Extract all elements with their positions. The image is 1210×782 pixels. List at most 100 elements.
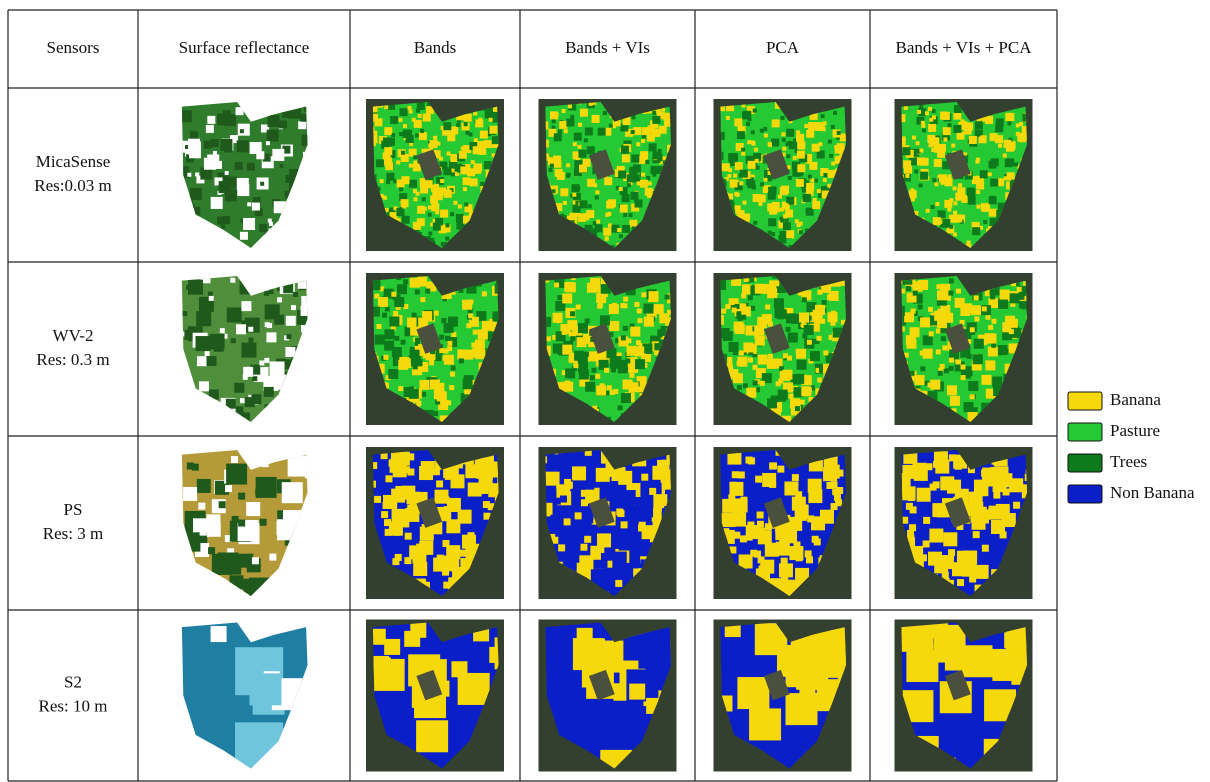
map-patch — [743, 342, 753, 352]
map-patch — [652, 466, 666, 480]
map-patch — [272, 149, 284, 161]
map-patch — [953, 186, 957, 190]
map-patch — [298, 121, 306, 129]
map-patch — [269, 229, 281, 241]
map-patch — [183, 487, 197, 501]
map-patch — [779, 537, 786, 544]
map-patch — [444, 190, 452, 198]
map-patch — [298, 172, 302, 176]
map-patch — [933, 217, 941, 225]
map-patch — [917, 110, 921, 114]
map-patch — [941, 177, 949, 185]
map-patch — [639, 522, 646, 529]
map-patch — [277, 762, 293, 778]
map-patch — [652, 116, 660, 124]
map-patch — [974, 482, 988, 496]
map-patch — [296, 734, 328, 766]
map-patch — [586, 516, 593, 523]
map-patch — [241, 188, 249, 196]
map-patch — [990, 294, 995, 299]
map-patch — [564, 129, 568, 133]
map-patch — [458, 204, 462, 208]
map-patch — [817, 189, 821, 193]
column-header: Bands + VIs + PCA — [896, 38, 1033, 57]
map-patch — [597, 304, 602, 309]
map-patch — [817, 378, 822, 383]
map-patch — [623, 380, 628, 385]
map-patch — [972, 227, 980, 235]
map-patch — [634, 302, 639, 307]
map-patch — [804, 325, 814, 335]
map-patch — [491, 425, 501, 435]
map-patch — [271, 100, 283, 112]
map-patch — [837, 131, 841, 135]
map-image — [366, 99, 512, 259]
map-patch — [747, 180, 755, 188]
map-patch — [786, 230, 794, 238]
map-patch — [768, 218, 776, 226]
map-patch — [408, 106, 412, 110]
map-patch — [416, 720, 448, 752]
map-patch — [799, 230, 803, 234]
map-patch — [443, 167, 451, 175]
map-patch — [758, 530, 772, 544]
map-patch — [211, 139, 219, 147]
map-patch — [442, 569, 449, 576]
map-patch — [748, 295, 753, 300]
map-patch — [1032, 205, 1036, 209]
map-patch — [235, 162, 243, 170]
map-patch — [204, 141, 212, 149]
map-patch — [268, 219, 272, 223]
map-patch — [755, 476, 762, 483]
map-patch — [748, 251, 756, 259]
map-patch — [385, 529, 392, 536]
map-patch — [948, 291, 953, 296]
map-patch — [1003, 140, 1011, 148]
map-patch — [566, 119, 574, 127]
map-patch — [734, 192, 738, 196]
map-patch — [210, 334, 225, 349]
map-patch — [410, 622, 426, 638]
map-patch — [636, 340, 641, 345]
map-patch — [975, 565, 989, 579]
map-patch — [289, 364, 304, 379]
map-image — [366, 273, 514, 435]
map-patch — [475, 119, 483, 127]
sensor-name: S2 — [64, 672, 82, 691]
map-patch — [428, 213, 432, 217]
map-patch — [376, 324, 381, 329]
map-patch — [625, 499, 632, 506]
map-patch — [220, 139, 232, 151]
map-patch — [906, 286, 911, 291]
map-patch — [736, 311, 741, 316]
map-patch — [920, 317, 930, 327]
map-patch — [776, 381, 781, 386]
map-patch — [287, 247, 299, 259]
map-patch — [951, 144, 955, 148]
map-patch — [611, 357, 621, 367]
map-patch — [411, 356, 421, 366]
map-patch — [566, 282, 576, 292]
map-patch — [998, 345, 1008, 355]
map-patch — [610, 390, 615, 395]
map-patch — [768, 192, 776, 200]
map-patch — [550, 164, 554, 168]
map-patch — [630, 327, 640, 337]
map-patch — [850, 275, 860, 285]
map-patch — [588, 204, 592, 208]
map-patch — [399, 357, 409, 367]
map-patch — [612, 303, 617, 308]
map-patch — [814, 538, 821, 545]
map-patch — [301, 306, 311, 316]
map-patch — [437, 555, 444, 562]
map-patch — [251, 101, 259, 109]
column-header: Sensors — [47, 38, 100, 57]
map-patch — [190, 131, 198, 139]
map-patch — [264, 387, 274, 397]
map-patch — [395, 486, 402, 493]
map-patch — [928, 107, 932, 111]
map-patch — [240, 279, 255, 294]
map-patch — [780, 218, 784, 222]
map-patch — [1032, 166, 1040, 174]
map-patch — [447, 346, 452, 351]
